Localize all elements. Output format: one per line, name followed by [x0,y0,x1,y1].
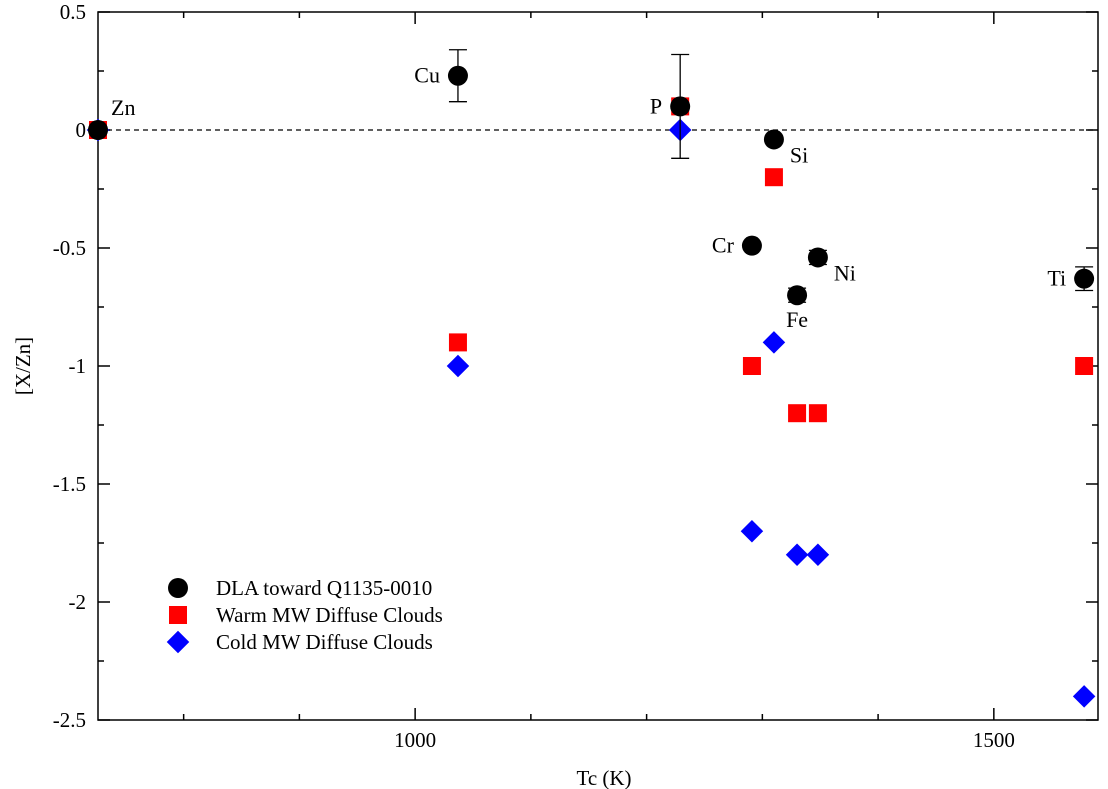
point-square [788,404,807,423]
legend-marker-square [169,606,187,624]
point-diamond [1072,685,1096,708]
y-tick-label: 0.5 [60,0,86,24]
plot-area: 1000 1500 0.5 0 -0.5 -1 -1.5 -2 -2.5 Zn Cu P Si Cr Ni F… [53,0,1099,752]
point-circle [447,65,468,86]
point-circle [787,285,808,306]
point-diamond [806,543,830,567]
element-label: Ti [1047,266,1066,291]
point-circle [88,120,108,140]
element-label: Cu [414,63,440,88]
y-tick-label: 0 [76,118,87,142]
legend: DLA toward Q1135-0010 Warm MW Diffuse Clo… [216,576,443,654]
legend-marker-diamond [166,630,190,654]
element-label: P [650,93,662,118]
legend-label: Cold MW Diffuse Clouds [216,630,433,654]
point-circle [1074,268,1095,289]
element-label: Cr [712,233,735,258]
y-tick-label: -2.5 [53,708,86,732]
y-tick-label: -0.5 [53,236,86,260]
point-diamond [762,331,786,354]
element-label: Fe [786,307,808,332]
point-circle [763,129,784,150]
point-square [448,333,467,352]
y-tick-label: -1.5 [53,472,86,496]
point-circle [670,96,691,117]
element-label: Si [790,142,808,167]
y-tick-label: -2 [69,590,87,614]
point-circle [807,247,828,268]
legend-label: DLA toward Q1135-0010 [216,576,432,600]
x-tick-label: 1000 [394,728,436,752]
element-label: Zn [111,95,135,120]
y-axis-label: [X/Zn] [11,337,35,395]
element-label: Ni [834,260,856,285]
x-tick-label: 1500 [973,728,1015,752]
point-square [764,168,783,187]
y-tick-label: -1 [69,354,87,378]
point-square [808,404,827,423]
point-circle [741,235,762,256]
point-square [742,357,761,375]
point-diamond [785,543,809,567]
point-diamond [446,354,470,378]
x-axis-label: Tc (K) [576,766,631,789]
legend-marker-circle [168,578,188,598]
point-square [1075,357,1094,375]
legend-label: Warm MW Diffuse Clouds [216,603,443,627]
point-diamond [740,519,764,543]
